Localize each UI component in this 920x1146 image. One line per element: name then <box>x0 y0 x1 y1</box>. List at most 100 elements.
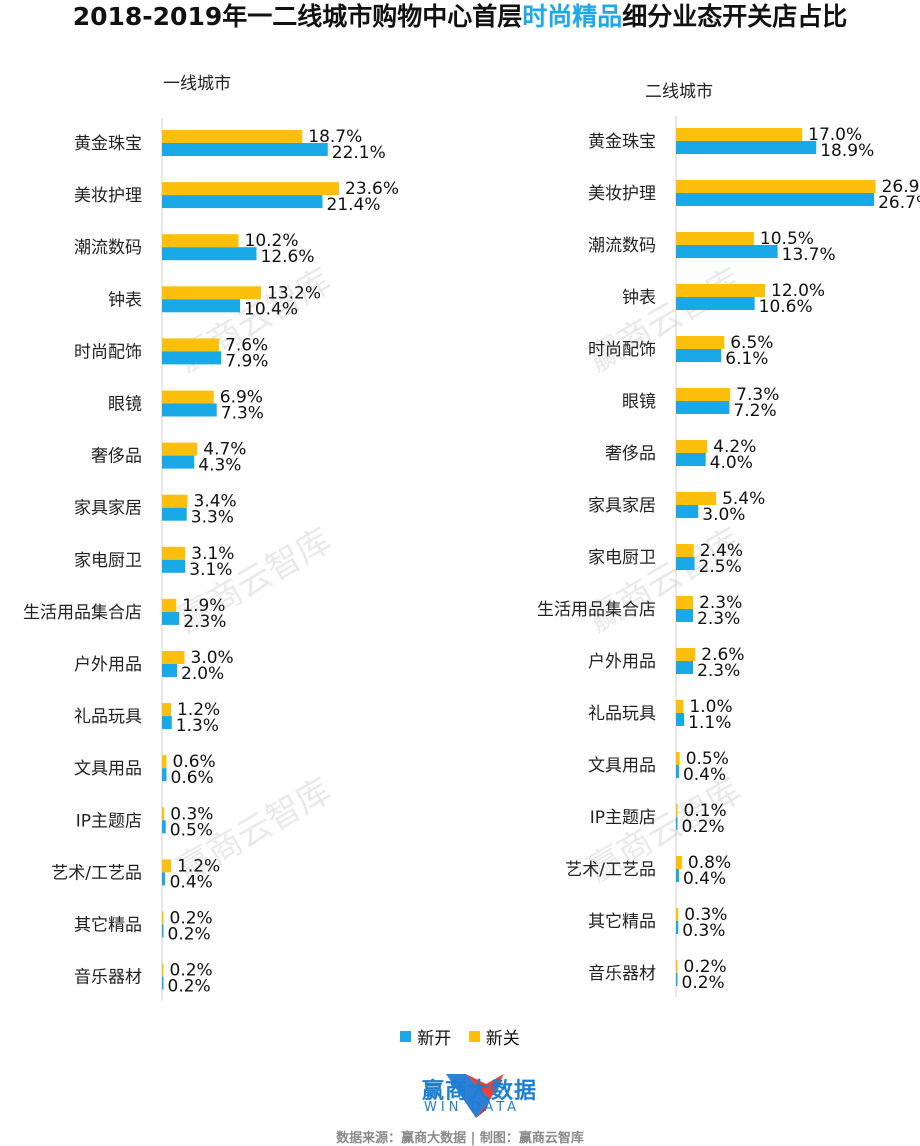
bar-new-open <box>162 664 177 677</box>
bar-new-open <box>162 872 165 886</box>
bar-new-close <box>676 752 680 765</box>
data-label-new-open: 0.5% <box>170 820 213 840</box>
bar-new-close <box>676 960 678 973</box>
bar-new-open <box>676 609 694 622</box>
bar-new-close <box>676 544 694 557</box>
bar-new-close <box>162 703 171 717</box>
data-label-new-open: 0.6% <box>171 768 214 788</box>
bar-new-close <box>676 336 725 349</box>
logo-name: 赢商大数据 <box>422 1079 538 1104</box>
bar-new-close <box>676 284 766 297</box>
bar-new-close <box>676 804 678 817</box>
data-label-new-open: 0.2% <box>682 973 725 993</box>
bar-new-close <box>676 856 682 869</box>
bar-new-close <box>162 338 219 352</box>
data-label-new-open: 6.1% <box>725 349 768 369</box>
category-label: 钟表 <box>622 288 656 308</box>
data-label-new-open: 1.1% <box>688 713 731 733</box>
data-label-new-close: 0.5% <box>686 749 729 769</box>
category-label: 潮流数码 <box>74 238 142 258</box>
chart-title: 2018-2019年一二线城市购物中心首层时尚精品细分业态开关店占比 <box>0 0 920 36</box>
bar-new-close <box>676 180 876 193</box>
data-label-new-close: 13.2% <box>267 283 321 303</box>
data-label-new-open: 22.1% <box>332 143 386 163</box>
data-label-new-close: 0.6% <box>173 752 216 772</box>
bar-new-open <box>162 403 217 417</box>
bar-new-open <box>676 349 722 362</box>
category-label: 文具用品 <box>74 759 142 779</box>
category-label: 其它精品 <box>588 912 656 932</box>
legend-label-new-open: 新开 <box>417 1029 452 1049</box>
bar-new-open <box>676 505 699 518</box>
data-label-new-close: 4.7% <box>203 440 246 460</box>
data-label-new-close: 6.9% <box>220 388 263 408</box>
category-label: 礼品玩具 <box>588 704 656 724</box>
category-label: 潮流数码 <box>588 236 656 256</box>
title-prefix: 2018-2019年一二线城市购物中心首层 <box>72 2 523 31</box>
category-label: 美妆护理 <box>588 184 656 204</box>
bar-new-open <box>162 976 164 990</box>
bar-new-open <box>162 820 166 834</box>
data-label-new-open: 3.0% <box>702 505 745 525</box>
category-label: 美妆护理 <box>74 186 142 206</box>
category-label: 家电厨卫 <box>74 551 142 571</box>
bar-new-open <box>676 817 678 830</box>
data-label-new-close: 17.0% <box>808 125 862 145</box>
bar-new-open <box>162 143 328 156</box>
category-label: 音乐器材 <box>588 964 656 984</box>
data-label-new-open: 1.3% <box>176 716 219 736</box>
category-label: 时尚配饰 <box>74 342 142 362</box>
data-label-new-close: 0.3% <box>684 905 727 925</box>
data-label-new-close: 7.3% <box>736 385 779 405</box>
data-label-new-close: 0.2% <box>170 961 213 981</box>
category-label: 礼品玩具 <box>74 707 142 727</box>
data-label-new-close: 1.2% <box>177 700 220 720</box>
data-label-new-open: 0.2% <box>168 977 211 997</box>
data-label-new-close: 5.4% <box>722 489 765 509</box>
category-label: 户外用品 <box>74 655 142 675</box>
panel-title: 二线城市 <box>645 82 713 102</box>
data-label-new-close: 4.2% <box>713 437 756 457</box>
data-label-new-close: 0.2% <box>684 957 727 977</box>
category-label: 黄金珠宝 <box>588 132 656 152</box>
data-label-new-open: 10.4% <box>244 299 298 319</box>
legend-item-new-close: 新关 <box>468 1024 520 1049</box>
bar-new-open <box>162 351 222 365</box>
data-label-new-open: 12.6% <box>261 247 315 267</box>
data-label-new-close: 10.2% <box>245 231 299 251</box>
data-label-new-open: 7.2% <box>733 401 776 421</box>
bar-new-close <box>162 598 177 612</box>
bar-new-close <box>676 232 754 245</box>
bar-new-open <box>162 559 186 573</box>
bar-new-close <box>676 596 694 609</box>
data-label-new-open: 18.9% <box>820 141 874 161</box>
bar-new-close <box>162 911 164 925</box>
data-label-new-open: 0.4% <box>683 869 726 889</box>
bar-new-close <box>162 807 165 821</box>
data-label-new-open: 2.0% <box>181 664 224 684</box>
source-note: 数据来源：赢商大数据 | 制图：赢商云智库 <box>336 1131 584 1146</box>
bar-new-open <box>676 713 685 726</box>
data-label-new-open: 0.4% <box>170 872 213 892</box>
category-label: 钟表 <box>108 290 142 310</box>
logo-subtitle: WIN DATA <box>424 1100 521 1115</box>
bar-new-close <box>162 182 339 196</box>
bar-new-open <box>162 611 180 625</box>
bar-new-close <box>676 128 803 141</box>
category-label: IP主题店 <box>76 811 142 831</box>
data-label-new-close: 2.4% <box>700 541 743 561</box>
data-label-new-close: 3.1% <box>191 544 234 564</box>
category-label: 家电厨卫 <box>588 548 656 568</box>
bar-new-close <box>162 546 186 560</box>
bar-new-open <box>676 141 817 154</box>
data-label-new-close: 2.6% <box>701 645 744 665</box>
data-label-new-open: 0.4% <box>683 765 726 785</box>
legend-swatch-new-close <box>468 1031 480 1042</box>
bar-new-open <box>162 924 164 938</box>
bar-new-open <box>676 193 875 206</box>
category-label: 其它精品 <box>74 916 142 936</box>
data-label-new-close: 10.5% <box>760 229 814 249</box>
data-label-new-open: 26.7% <box>878 193 920 213</box>
bar-new-open <box>162 507 187 521</box>
category-label: 时尚配饰 <box>588 340 656 360</box>
